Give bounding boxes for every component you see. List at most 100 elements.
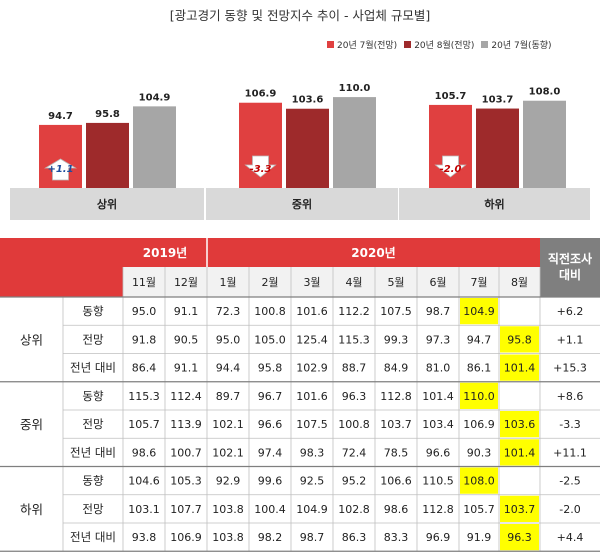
table-cell: 96.3 bbox=[342, 390, 367, 403]
category-band bbox=[10, 188, 204, 220]
table-cell: 95.8 bbox=[258, 362, 283, 375]
table-cell: 89.7 bbox=[216, 390, 241, 403]
data-label: 103.7 bbox=[482, 95, 514, 106]
month-header: 3월 bbox=[303, 276, 320, 289]
month-header: 4월 bbox=[345, 276, 362, 289]
legend-label-2: 20년 8월(전망) bbox=[414, 41, 475, 51]
bar bbox=[286, 108, 329, 188]
table-cell: 104.9 bbox=[463, 305, 495, 318]
month-header: 1월 bbox=[219, 276, 236, 289]
highlight-cell bbox=[500, 326, 539, 353]
table-cell: 107.7 bbox=[170, 503, 202, 516]
group-label: 상위 bbox=[20, 332, 43, 347]
legend-item-1: 20년 7월(전망) bbox=[327, 38, 397, 51]
data-label: 105.7 bbox=[435, 91, 467, 102]
month-header: 7월 bbox=[470, 276, 487, 289]
table-cell: 86.1 bbox=[467, 362, 492, 375]
table-cell: 72.3 bbox=[216, 305, 241, 318]
data-label: 95.8 bbox=[95, 109, 120, 120]
table-cell: 99.3 bbox=[384, 333, 409, 346]
change-cell: +11.1 bbox=[553, 446, 587, 459]
table-cell: 103.8 bbox=[212, 503, 244, 516]
change-label: -3.3 bbox=[250, 164, 272, 175]
highlight-cell bbox=[460, 382, 498, 409]
change-cell: +8.6 bbox=[557, 390, 584, 403]
change-cell: +1.1 bbox=[557, 333, 584, 346]
table-cell: 92.5 bbox=[300, 475, 325, 488]
legend: 20년 7월(전망) 20년 8월(전망) 20년 7월(동향) bbox=[327, 38, 600, 51]
data-label: 103.6 bbox=[292, 95, 324, 106]
table-cell: 95.0 bbox=[216, 333, 241, 346]
table-cell: 90.3 bbox=[467, 446, 492, 459]
table-cell: 100.8 bbox=[338, 418, 370, 431]
table-cell: 106.6 bbox=[380, 475, 412, 488]
table-cell: 96.6 bbox=[426, 446, 451, 459]
table-cell: 103.7 bbox=[380, 418, 412, 431]
table-cell: 96.3 bbox=[507, 531, 532, 544]
month-header: 11월 bbox=[132, 276, 156, 289]
change-label: +1.1 bbox=[47, 164, 73, 175]
table-cell: 102.1 bbox=[212, 418, 244, 431]
row-label: 전년 대비 bbox=[70, 361, 116, 375]
table-cell: 107.5 bbox=[296, 418, 328, 431]
change-cell: -2.5 bbox=[559, 475, 580, 488]
table-cell: 103.1 bbox=[128, 503, 160, 516]
data-label: 108.0 bbox=[529, 87, 561, 98]
row-label: 동향 bbox=[82, 389, 104, 403]
change-cell: +4.4 bbox=[557, 531, 584, 544]
table-cell: 92.9 bbox=[216, 475, 241, 488]
table-cell: 78.5 bbox=[384, 446, 409, 459]
table-cell: 101.4 bbox=[422, 390, 454, 403]
table-cell: 98.7 bbox=[300, 531, 325, 544]
table-cell: 102.9 bbox=[296, 362, 328, 375]
legend-item-2: 20년 8월(전망) bbox=[404, 38, 474, 51]
change-header: 대비 bbox=[559, 267, 581, 282]
header-months bbox=[123, 267, 540, 297]
group-label: 중위 bbox=[20, 417, 43, 432]
table-cell: 99.6 bbox=[258, 475, 283, 488]
table-cell: 105.7 bbox=[128, 418, 160, 431]
table-cell: 101.6 bbox=[296, 305, 328, 318]
legend-swatch-3 bbox=[481, 41, 489, 48]
month-header: 5월 bbox=[387, 276, 404, 289]
table-cell: 113.9 bbox=[170, 418, 202, 431]
bar bbox=[86, 122, 129, 188]
month-header: 12월 bbox=[174, 276, 198, 289]
row-label: 동향 bbox=[82, 304, 104, 318]
table-cell: 86.4 bbox=[132, 362, 157, 375]
table-cell: 97.3 bbox=[426, 333, 451, 346]
change-cell: +6.2 bbox=[557, 305, 584, 318]
table-cell: 100.4 bbox=[254, 503, 286, 516]
chart-title: [광고경기 동향 및 전망지수 추이 - 사업체 규모별] bbox=[169, 8, 431, 23]
row-label: 전망 bbox=[82, 502, 104, 516]
table-cell: 94.7 bbox=[467, 333, 492, 346]
table-cell: 101.4 bbox=[504, 446, 536, 459]
change-cell: -3.3 bbox=[559, 418, 580, 431]
table-cell: 90.5 bbox=[174, 333, 199, 346]
table-cell: 103.4 bbox=[422, 418, 454, 431]
table-cell: 100.8 bbox=[254, 305, 286, 318]
legend-label-3: 20년 7월(동향) bbox=[491, 41, 552, 51]
table-cell: 102.8 bbox=[338, 503, 370, 516]
table-cell: 91.1 bbox=[174, 362, 199, 375]
table-cell: 91.8 bbox=[132, 333, 157, 346]
table-cell: 115.3 bbox=[128, 390, 160, 403]
table-cell: 96.7 bbox=[258, 390, 283, 403]
bar bbox=[523, 100, 566, 188]
table-cell: 112.8 bbox=[380, 390, 412, 403]
table-cell: 93.8 bbox=[132, 531, 157, 544]
change-label: -2.0 bbox=[440, 164, 462, 175]
highlight-cell bbox=[500, 495, 539, 522]
bar bbox=[133, 106, 176, 188]
table-cell: 72.4 bbox=[342, 446, 367, 459]
table-cell: 103.8 bbox=[212, 531, 244, 544]
change-header: 직전조사 bbox=[548, 251, 592, 266]
table-cell: 107.5 bbox=[380, 305, 412, 318]
table-cell: 102.1 bbox=[212, 446, 244, 459]
bar-chart: 상위 94.7 95.8 104.9 +1.1 중위 106.9 103.6 110.0 -3.3… bbox=[10, 83, 590, 220]
table-cell: 101.4 bbox=[504, 362, 536, 375]
highlight-cell bbox=[460, 298, 498, 325]
category-band bbox=[206, 188, 398, 220]
data-label: 106.9 bbox=[245, 89, 277, 100]
